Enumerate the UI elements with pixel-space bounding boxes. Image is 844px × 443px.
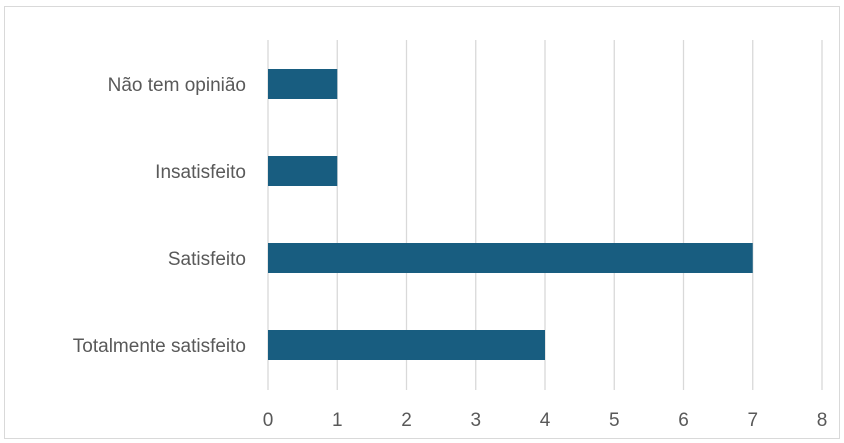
x-tick-label: 5 bbox=[609, 410, 620, 431]
category-label: Insatisfeito bbox=[155, 162, 246, 183]
x-tick-label: 0 bbox=[263, 410, 274, 431]
category-label: Totalmente satisfeito bbox=[73, 336, 246, 357]
x-axis-tick-labels: 0 1 2 3 4 5 6 7 8 bbox=[263, 410, 828, 431]
category-label: Satisfeito bbox=[168, 249, 246, 270]
category-label: Não tem opinião bbox=[108, 75, 246, 96]
bar bbox=[268, 69, 338, 99]
chart-frame bbox=[4, 6, 840, 439]
bars bbox=[268, 69, 753, 360]
x-tick-label: 6 bbox=[678, 410, 689, 431]
x-tick-label: 1 bbox=[332, 410, 343, 431]
bar bbox=[268, 330, 545, 360]
x-tick-label: 3 bbox=[470, 410, 481, 431]
category-labels: Não tem opinião Insatisfeito Satisfeito Tot… bbox=[73, 75, 246, 357]
bar bbox=[268, 243, 753, 273]
x-tick-label: 2 bbox=[401, 410, 412, 431]
x-tick-label: 8 bbox=[817, 410, 828, 431]
bar bbox=[268, 156, 338, 186]
x-tick-label: 4 bbox=[540, 410, 551, 431]
x-tick-label: 7 bbox=[747, 410, 758, 431]
